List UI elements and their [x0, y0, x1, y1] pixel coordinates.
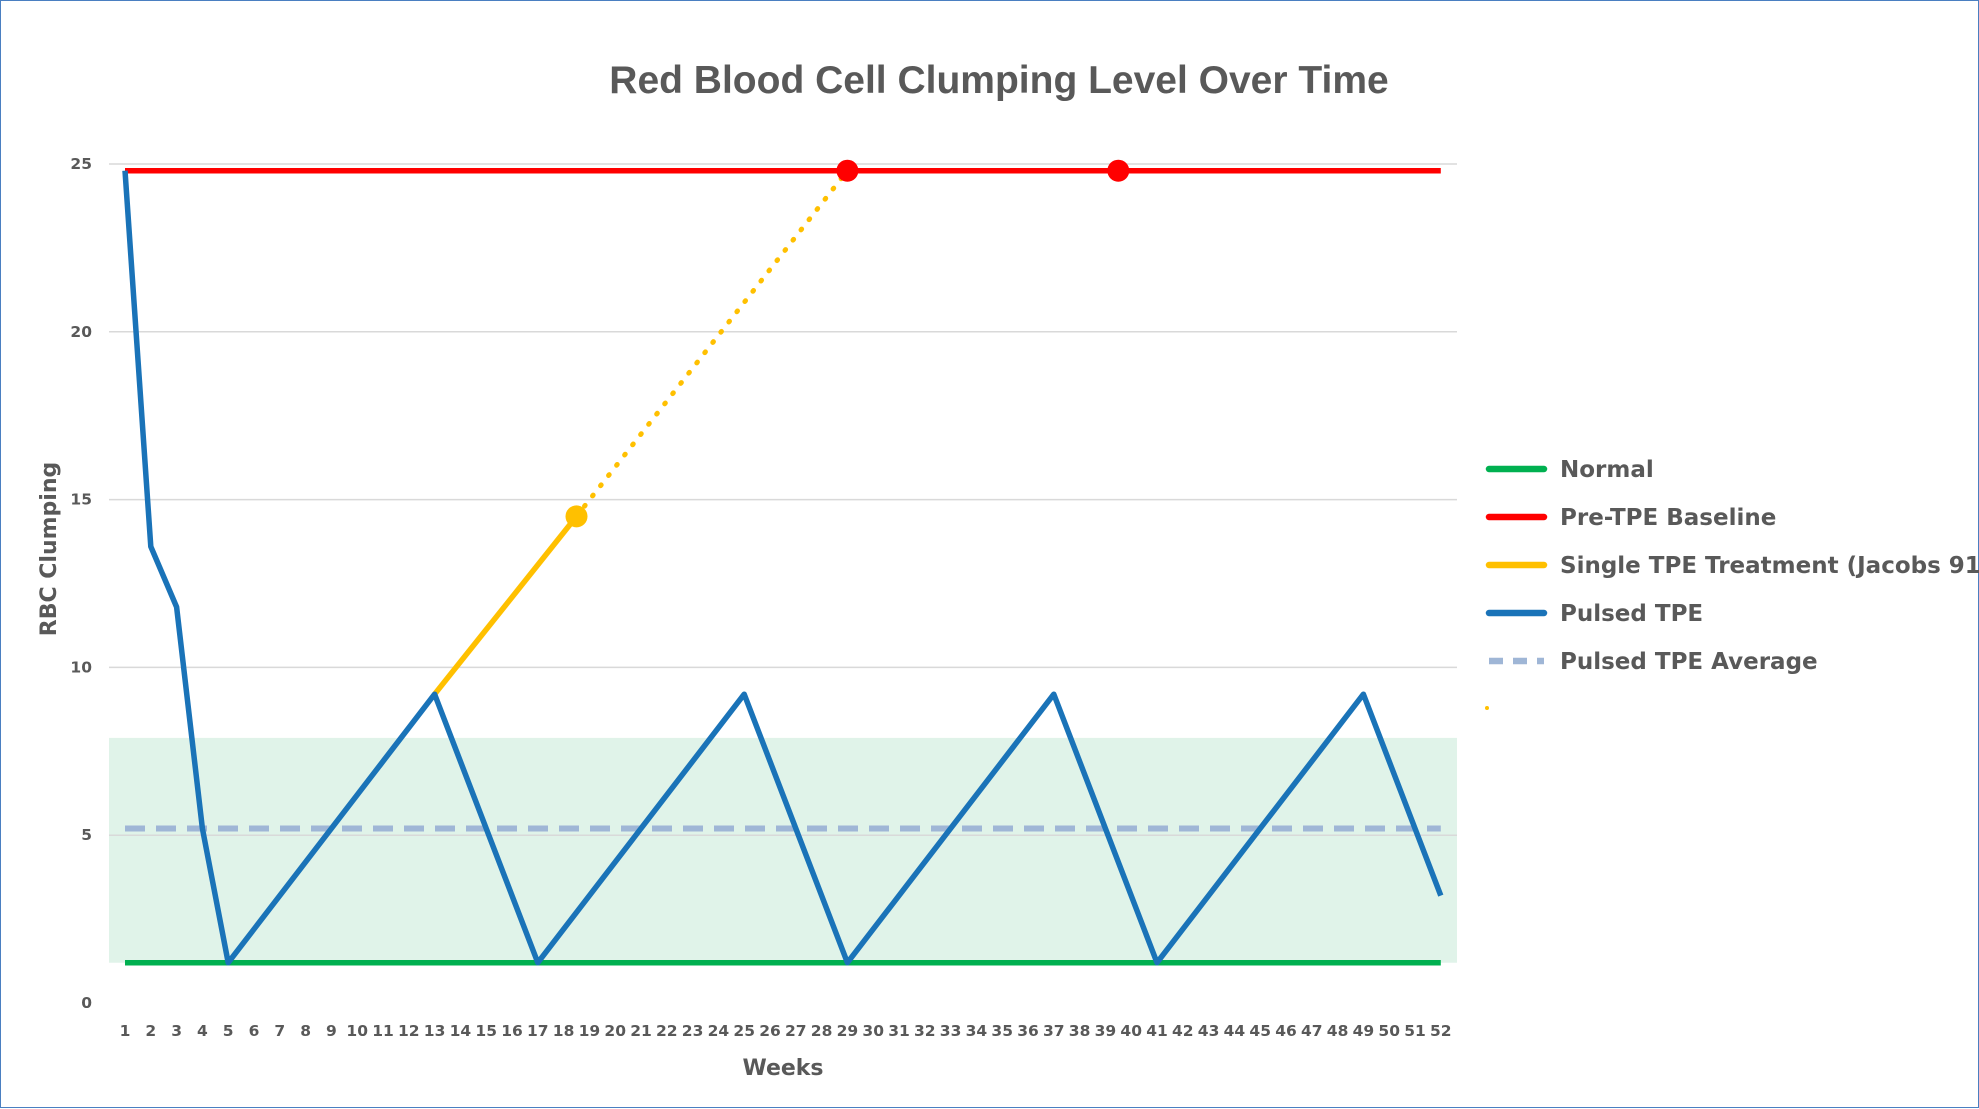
y-tick-label: 15: [70, 491, 92, 509]
x-tick-label: 47: [1301, 1022, 1323, 1040]
x-tick-label: 40: [1120, 1022, 1142, 1040]
x-tick-label: 32: [914, 1022, 936, 1040]
y-axis-ticks: 0 5 10 15 20 25: [70, 155, 92, 1012]
gridlines: [109, 163, 1457, 836]
series-marker-2-2: [1107, 159, 1130, 182]
x-tick-label: 42: [1172, 1022, 1194, 1040]
legend-label-4: Pulsed TPE: [1560, 601, 1703, 627]
x-tick-label: 5: [223, 1022, 234, 1040]
x-tick-label: 51: [1404, 1022, 1426, 1040]
x-tick-label: 35: [991, 1022, 1013, 1040]
legend-swatch-dotted: [1485, 706, 1489, 710]
x-tick-label: 8: [300, 1022, 311, 1040]
y-tick-label: 0: [81, 994, 92, 1012]
x-tick-label: 7: [274, 1022, 285, 1040]
x-tick-label: 45: [1249, 1022, 1271, 1040]
x-tick-label: 37: [1043, 1022, 1065, 1040]
x-tick-label: 44: [1224, 1022, 1246, 1040]
x-tick-label: 34: [966, 1022, 988, 1040]
x-tick-label: 48: [1327, 1022, 1349, 1040]
x-tick-label: 30: [862, 1022, 884, 1040]
normal-range-band-layer: [109, 737, 1457, 963]
legend: Normal Pre-TPE Baseline Single TPE Treatme…: [1485, 457, 1979, 710]
legend-label-3: Single TPE Treatment (Jacobs 91): [1560, 553, 1979, 579]
x-tick-label: 33: [940, 1022, 962, 1040]
x-tick-label: 11: [372, 1022, 394, 1040]
x-tick-label: 26: [759, 1022, 781, 1040]
x-axis-ticks: 1 2 3 4 5 6 7 8 9 10 11 12 13 14 15 16 17 18 19 20 21 22 23 24 2…: [120, 1022, 1452, 1040]
x-tick-label: 29: [837, 1022, 859, 1040]
y-tick-label: 25: [70, 155, 92, 173]
x-tick-label: 43: [1198, 1022, 1220, 1040]
chart-title: Red Blood Cell Clumping Level Over Time: [609, 59, 1388, 102]
x-tick-label: 52: [1430, 1022, 1452, 1040]
x-tick-label: 15: [475, 1022, 497, 1040]
y-axis-title: RBC Clumping: [37, 462, 62, 637]
x-tick-label: 22: [656, 1022, 678, 1040]
x-tick-label: 50: [1378, 1022, 1400, 1040]
x-tick-label: 24: [708, 1022, 730, 1040]
series-layer: [122, 167, 1444, 966]
x-tick-label: 16: [501, 1022, 523, 1040]
x-axis-title: Weeks: [742, 1056, 823, 1081]
x-tick-label: 20: [604, 1022, 626, 1040]
y-tick-label: 10: [70, 658, 92, 676]
y-tick-label: 5: [81, 826, 92, 844]
x-tick-label: 46: [1275, 1022, 1297, 1040]
legend-label-2: Pre-TPE Baseline: [1560, 505, 1776, 531]
x-tick-label: 3: [171, 1022, 182, 1040]
marker-layer: [565, 159, 1130, 528]
x-tick-label: 23: [682, 1022, 704, 1040]
x-tick-label: 14: [450, 1022, 472, 1040]
x-tick-label: 10: [346, 1022, 368, 1040]
series-line-3: [432, 514, 579, 696]
series-line-5: [122, 170, 1444, 966]
x-tick-label: 18: [553, 1022, 575, 1040]
normal-range-band: [109, 737, 1457, 963]
x-tick-label: 49: [1353, 1022, 1375, 1040]
x-tick-label: 13: [424, 1022, 446, 1040]
y-tick-label: 20: [70, 323, 92, 341]
x-tick-label: 2: [145, 1022, 156, 1040]
x-tick-label: 39: [1095, 1022, 1117, 1040]
x-tick-label: 28: [811, 1022, 833, 1040]
series-marker-3-1: [565, 505, 588, 528]
x-tick-label: 9: [326, 1022, 337, 1040]
x-tick-label: 36: [1017, 1022, 1039, 1040]
x-tick-label: 27: [785, 1022, 807, 1040]
x-tick-label: 12: [398, 1022, 420, 1040]
legend-label-5: Pulsed TPE Average: [1560, 649, 1818, 675]
x-tick-label: 25: [733, 1022, 755, 1040]
x-tick-label: 38: [1069, 1022, 1091, 1040]
x-tick-label: 1: [120, 1022, 131, 1040]
x-tick-label: 4: [197, 1022, 208, 1040]
x-tick-label: 41: [1146, 1022, 1168, 1040]
x-tick-label: 19: [579, 1022, 601, 1040]
x-tick-label: 6: [249, 1022, 260, 1040]
x-tick-label: 31: [888, 1022, 910, 1040]
x-tick-label: 21: [630, 1022, 652, 1040]
series-marker-2-1: [836, 159, 859, 182]
legend-label-1: Normal: [1560, 457, 1654, 483]
series-line-4: [574, 168, 850, 519]
x-tick-label: 17: [527, 1022, 549, 1040]
